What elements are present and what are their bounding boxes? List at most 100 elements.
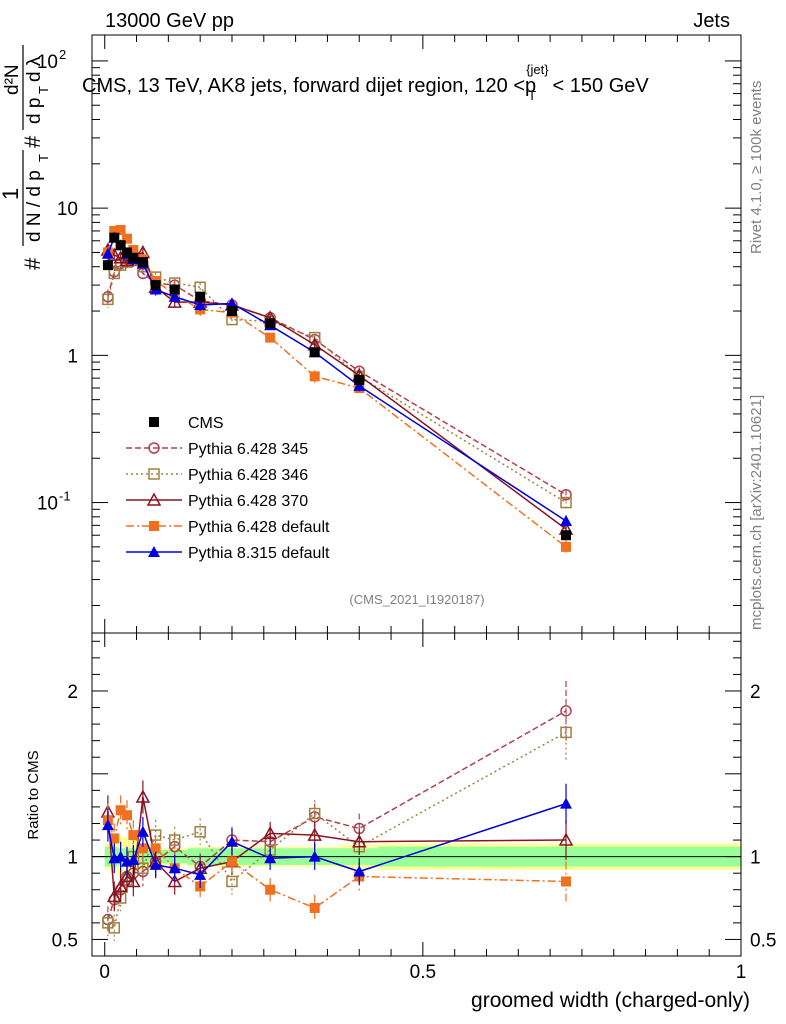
svg-text:T: T [36, 154, 51, 162]
series-pythia-8-315-default [101, 231, 573, 528]
series-cms [102, 232, 572, 541]
svg-text:d λ: d λ [24, 56, 45, 82]
main-series-marks [100, 225, 574, 556]
data-point [121, 233, 132, 244]
ratio-line [107, 796, 567, 899]
data-point [560, 514, 573, 526]
y-tick-label: 1 [67, 346, 78, 367]
legend-entry: Pythia 6.428 346 [126, 467, 308, 484]
data-point [225, 297, 238, 309]
data-point [102, 260, 113, 271]
rivet-version-label: Rivet 4.1.0, ≥ 100k events [748, 81, 765, 254]
x-tick-label: 1 [736, 962, 747, 983]
ratio-point [264, 852, 277, 864]
ratio-point [137, 862, 149, 874]
y-tick-label: 10 [37, 494, 58, 515]
data-point [309, 347, 320, 358]
legend-label: Pythia 6.428 346 [188, 467, 308, 484]
ratio-y-tick-label-right: 2 [750, 682, 761, 703]
svg-text:d N / d p: d N / d p [24, 170, 45, 242]
data-point [353, 379, 366, 391]
ratio-point [168, 840, 181, 853]
legend-entry: Pythia 6.428 370 [126, 492, 308, 510]
ratio-series-pythia-6-428-345 [102, 681, 572, 933]
main-y-axis-label: # d N / d p T # d p T d λ 1 d²N [0, 45, 51, 270]
ratio-y-tick-label-right: 0.5 [750, 930, 776, 951]
ratio-point [101, 819, 114, 831]
data-point [115, 225, 126, 236]
svg-text:#: # [20, 135, 45, 148]
ratio-point [167, 873, 182, 888]
legend-label: Pythia 6.428 345 [188, 441, 308, 458]
data-point [561, 541, 572, 552]
legend-label: Pythia 8.315 default [188, 545, 330, 562]
chart-title: CMS, 13 TeV, AK8 jets, forward dijet reg… [82, 62, 649, 103]
ratio-line [107, 731, 567, 930]
svg-text:d²N: d²N [2, 64, 23, 95]
ratio-point [150, 843, 161, 854]
ratio-point [115, 805, 126, 816]
legend-marker [149, 417, 159, 427]
ratio-point [194, 868, 207, 880]
ratio-point [135, 789, 151, 803]
ratio-point [309, 902, 320, 913]
ratio-series-marks [100, 681, 574, 942]
svg-text:1: 1 [0, 188, 23, 200]
legend-marker [148, 546, 160, 557]
data-point [265, 318, 276, 329]
x-axis-label: groomed width (charged-only) [471, 989, 750, 1012]
data-point [226, 306, 237, 317]
header-energy-label: 13000 GeV pp [105, 10, 234, 32]
data-point [102, 293, 114, 306]
ratio-point [262, 825, 278, 840]
y-tick-label: 10 [57, 199, 78, 220]
data-point [309, 371, 320, 382]
legend: CMS Pythia 6.428 345 Pythia 6.428 346 Pythi… [126, 415, 330, 562]
legend-label: Pythia 6.428 370 [188, 493, 308, 510]
ratio-y-axis-label: Ratio to CMS [25, 750, 42, 839]
ratio-point [168, 834, 181, 846]
ratio-point [128, 830, 139, 841]
ratio-point [308, 850, 321, 862]
data-point [115, 240, 126, 251]
data-point [109, 232, 120, 243]
svg-text:#: # [20, 257, 45, 270]
ratio-point [226, 875, 238, 888]
ratio-plot-frame [91, 632, 742, 957]
ratio-y-tick-label: 1 [67, 848, 78, 869]
series-line [107, 229, 567, 548]
ratio-point [168, 862, 181, 874]
ratio-point [126, 873, 141, 888]
data-point [560, 496, 572, 509]
data-point [101, 247, 114, 259]
ratio-point [560, 797, 573, 809]
data-point [560, 488, 572, 501]
ratio-y-tick-label-right: 1 [750, 848, 761, 869]
legend-label: CMS [188, 415, 224, 432]
legend-marker [148, 442, 160, 454]
legend-entry: Pythia 6.428 default [126, 519, 330, 536]
series-pythia-6-428-default [102, 225, 572, 556]
ratio-point [108, 922, 121, 934]
series-line [107, 256, 567, 504]
ratio-point [107, 888, 122, 903]
ratio-point [121, 810, 132, 821]
analysis-id-watermark: (CMS_2021_I1920187) [349, 592, 484, 607]
data-point [265, 332, 276, 343]
data-point [194, 298, 207, 310]
legend-marker [146, 492, 162, 506]
ratio-point [194, 826, 206, 838]
legend-marker [148, 468, 160, 480]
ratio-point [307, 827, 322, 841]
y-tick-label-exponent: 2 [59, 47, 66, 62]
ratio-point [127, 853, 140, 865]
ratio-point [137, 843, 148, 854]
ratio-point [353, 865, 366, 877]
ratio-point [113, 878, 128, 893]
ratio-point [560, 726, 572, 739]
ratio-point [149, 858, 162, 870]
mcplots-source-label: mcplots.cern.ch [arXiv:2401.10621] [748, 395, 765, 630]
ratio-point [558, 832, 574, 846]
ratio-point [119, 868, 135, 883]
